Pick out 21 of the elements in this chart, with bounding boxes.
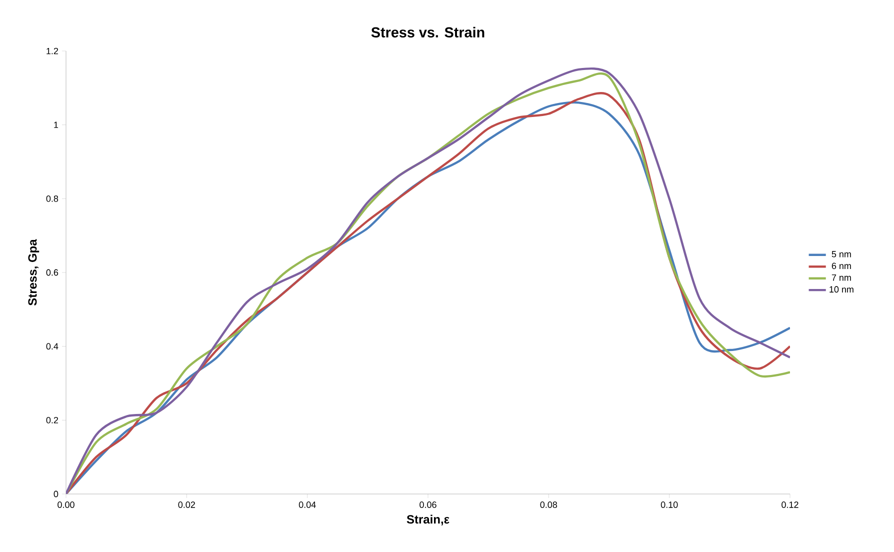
- y-tick-label: 1.2: [46, 48, 58, 54]
- x-tick-label: 0.12: [782, 502, 798, 508]
- x-tick-label: 0.06: [420, 502, 436, 508]
- y-tick-label: 0.8: [46, 195, 58, 202]
- x-tick-label: 0.08: [540, 502, 558, 508]
- y-tick-label: 0.4: [46, 343, 58, 350]
- legend-label: 5 nm: [832, 251, 851, 258]
- chart-title: Stress vs. Strain: [371, 26, 484, 38]
- legend-label: 6 nm: [832, 262, 851, 270]
- y-tick-label: 1: [54, 122, 58, 128]
- legend-label: 10 nm: [830, 286, 854, 293]
- x-axis-title: Strain,ε: [406, 514, 450, 526]
- x-tick-label: 0.00: [58, 502, 74, 508]
- legend-label: 7 nm: [832, 274, 851, 281]
- y-tick-label: 0.2: [46, 416, 58, 424]
- y-tick-label: 0: [54, 490, 58, 498]
- y-axis-title: Stress, Gpa: [28, 239, 40, 306]
- x-tick-label: 0.04: [298, 502, 316, 508]
- x-tick-label: 0.02: [178, 502, 195, 508]
- y-tick-label: 0.6: [46, 269, 58, 276]
- x-tick-label: 0.10: [660, 502, 678, 508]
